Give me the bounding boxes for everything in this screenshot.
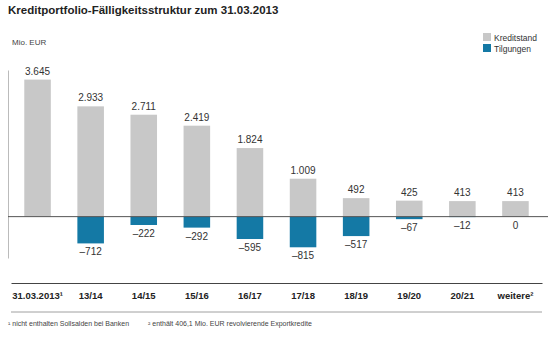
footnote: ² enthält 406,1 Mio. EUR revolvierende E… (148, 320, 312, 328)
x-tick-label: 19/20 (397, 290, 421, 301)
plot-area (24, 80, 528, 248)
x-tick: 13/14 (79, 283, 103, 301)
x-tick: 17/18 (291, 283, 315, 301)
data-label: –815 (292, 250, 315, 261)
bar (130, 115, 157, 217)
series-1 (77, 217, 475, 248)
chart: Kreditportfolio-Fälligkeitsstruktur zum … (0, 0, 551, 339)
legend-swatch (483, 33, 491, 41)
bar (237, 217, 264, 239)
bar (184, 217, 211, 228)
y-axis-line (8, 71, 9, 259)
data-label: 3.645 (25, 66, 50, 77)
x-tick: 19/20 (397, 283, 421, 301)
x-tick: 18/19 (344, 283, 368, 301)
x-tick-label: 13/14 (79, 290, 103, 301)
bar (130, 217, 157, 225)
data-label: –67 (401, 222, 418, 233)
data-label: 413 (454, 187, 471, 198)
x-tick: 15/16 (185, 283, 209, 301)
legend-label: Kreditstand (494, 33, 537, 43)
x-tick-label: 16/17 (238, 290, 262, 301)
x-tick: 16/17 (238, 283, 262, 301)
bar (502, 201, 529, 217)
data-label: 1.824 (237, 134, 262, 145)
data-label: 2.419 (184, 112, 209, 123)
legend-entry: Kreditstand (483, 33, 537, 43)
bar (449, 201, 476, 217)
bar (237, 148, 264, 217)
footnote: ¹ nicht enthalten Sollsalden bei Banken (8, 320, 129, 327)
data-label: 492 (348, 184, 365, 195)
data-label: 2.711 (132, 101, 157, 112)
x-tick: 20/21 (450, 283, 474, 301)
data-labels: 3.645 2.933 2.711 2.419 1.824 1.009 492 425 413 4… (25, 66, 524, 262)
x-axis-bottom-rule (11, 312, 542, 313)
data-label: –595 (239, 242, 262, 253)
bar (77, 217, 104, 244)
data-label: 413 (507, 187, 524, 198)
bar (290, 217, 317, 248)
x-tick-label: 17/18 (291, 290, 315, 301)
data-label: 2.933 (78, 92, 103, 103)
bar (343, 217, 370, 236)
data-label: –517 (345, 239, 368, 250)
legend-swatch (483, 44, 491, 52)
bar (77, 106, 104, 216)
legend-entry: Tilgungen (483, 44, 531, 54)
x-tick-label: 20/21 (450, 290, 474, 301)
x-axis: 31.03.2013¹ 13/14 14/15 15/16 16/17 17/18 18/1… (12, 283, 543, 301)
x-tick-label: 14/15 (132, 290, 156, 301)
grid-line (8, 216, 548, 217)
data-label: 0 (513, 220, 519, 231)
data-label: 1.009 (291, 165, 316, 176)
x-tick: weitere² (496, 283, 533, 301)
y-axis-label: Mio. EUR (12, 38, 46, 47)
series-0 (24, 80, 528, 217)
x-tick-label: weitere² (496, 290, 533, 301)
y-axis (8, 71, 10, 259)
title: Kreditportfolio-Fälligkeitsstruktur zum … (8, 4, 278, 16)
legend: KreditstandTilgungen (483, 33, 537, 54)
data-label: 425 (401, 187, 418, 198)
data-label: –12 (454, 220, 471, 231)
data-label: –292 (186, 231, 209, 242)
bar (343, 198, 370, 216)
x-tick-label: 31.03.2013¹ (12, 290, 63, 301)
data-label: –712 (80, 246, 103, 257)
bar (396, 201, 423, 217)
x-tick: 31.03.2013¹ (12, 283, 63, 301)
legend-label: Tilgungen (494, 44, 531, 54)
bar (184, 126, 211, 217)
grid (8, 216, 548, 217)
x-axis-line (12, 283, 543, 284)
x-tick-label: 15/16 (185, 290, 209, 301)
x-tick: 14/15 (132, 283, 156, 301)
data-label: –222 (133, 228, 156, 239)
bar (290, 179, 317, 217)
bar (24, 80, 51, 217)
x-tick-label: 18/19 (344, 290, 368, 301)
